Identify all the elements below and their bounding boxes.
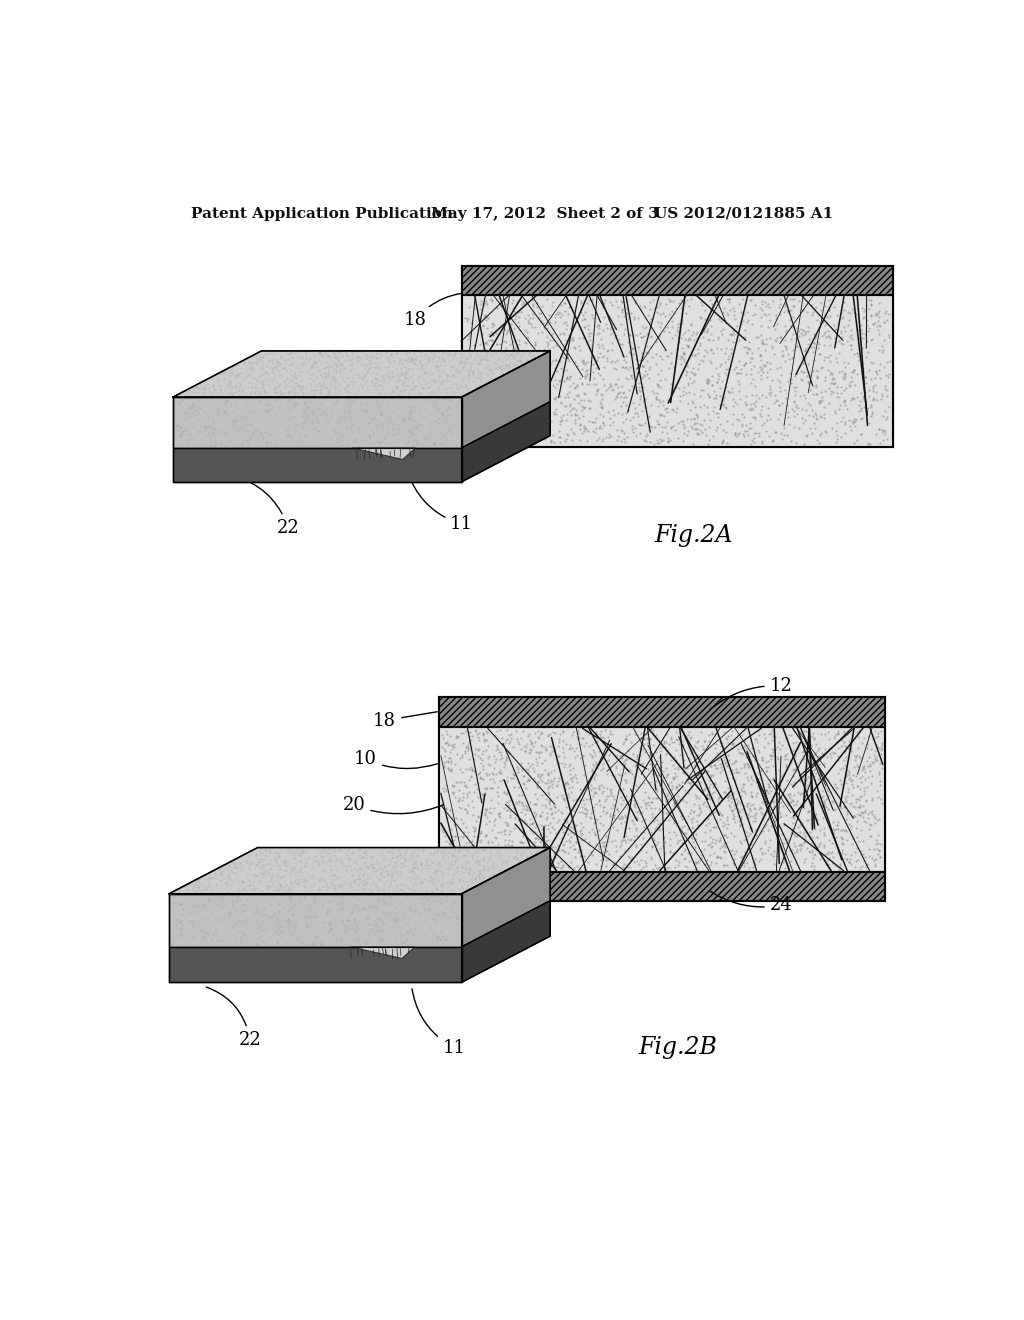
- Polygon shape: [169, 847, 550, 894]
- Bar: [438, 726, 885, 873]
- Text: 11: 11: [409, 475, 473, 533]
- Polygon shape: [462, 847, 550, 946]
- Bar: [438, 697, 885, 902]
- Polygon shape: [173, 447, 462, 482]
- Text: Fig.2B: Fig.2B: [639, 1036, 718, 1059]
- Polygon shape: [462, 401, 550, 482]
- Text: May 17, 2012  Sheet 2 of 3: May 17, 2012 Sheet 2 of 3: [431, 207, 658, 220]
- Text: 20: 20: [385, 376, 467, 395]
- Polygon shape: [350, 946, 415, 958]
- Text: 10: 10: [354, 750, 437, 768]
- Text: 18: 18: [404, 293, 461, 329]
- Polygon shape: [173, 351, 550, 397]
- Polygon shape: [173, 397, 462, 447]
- Bar: [438, 873, 885, 902]
- Bar: [462, 267, 893, 296]
- Text: 11: 11: [412, 989, 466, 1057]
- Polygon shape: [462, 900, 550, 982]
- Text: 22: 22: [206, 987, 261, 1049]
- Bar: [438, 697, 885, 726]
- Polygon shape: [352, 447, 416, 459]
- Text: Fig.2A: Fig.2A: [654, 524, 732, 548]
- Bar: [462, 296, 893, 447]
- Text: 22: 22: [225, 475, 300, 537]
- Text: US 2012/0121885 A1: US 2012/0121885 A1: [654, 207, 834, 220]
- Polygon shape: [169, 946, 462, 982]
- Polygon shape: [169, 894, 462, 946]
- Text: 12: 12: [711, 677, 793, 709]
- Text: 20: 20: [343, 796, 443, 814]
- Text: Patent Application Publication: Patent Application Publication: [190, 207, 453, 220]
- Text: 18: 18: [373, 711, 437, 730]
- Bar: [462, 267, 893, 447]
- Polygon shape: [462, 351, 550, 447]
- Text: 24: 24: [711, 891, 793, 915]
